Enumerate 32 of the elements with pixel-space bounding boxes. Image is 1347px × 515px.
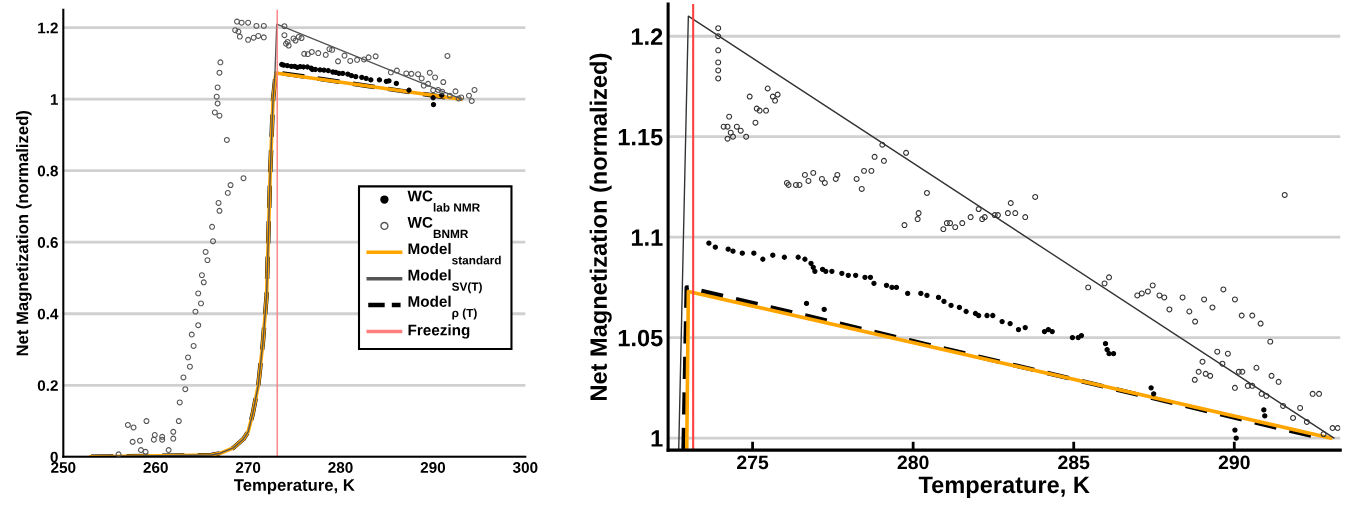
legend-label: Modelρ (T) <box>408 295 477 320</box>
y-tick-label: 1.2 <box>38 22 58 34</box>
x-tick-label: 250 <box>51 462 76 473</box>
y-axis-title: Net Magnetization (normalized) <box>16 110 32 356</box>
y-tick-label: 1.1 <box>631 229 663 246</box>
legend-label: ModelSV(T) <box>408 269 482 294</box>
legend-label: WCBNMR <box>407 216 469 238</box>
y-tick-label: 0.8 <box>37 165 58 177</box>
x-tick-label: 275 <box>737 455 769 470</box>
y-tick-label: 0.2 <box>37 380 58 391</box>
legend-label: WClab NMR <box>407 190 480 212</box>
x-axis-title: Temperature, K <box>234 479 355 495</box>
y-tick-label: 1.05 <box>618 329 663 347</box>
y-tick-label: 0.6 <box>37 237 58 248</box>
legend-label: Freezing <box>408 324 470 339</box>
y-tick-label: 1.15 <box>618 129 663 146</box>
y-tick-label: 0 <box>50 451 58 463</box>
x-tick-label: 300 <box>512 462 538 473</box>
y-axis-title: Net Magnetization (normalized) <box>589 53 612 400</box>
x-tick-label: 285 <box>1058 455 1090 470</box>
y-tick-label: 1 <box>50 94 59 105</box>
y-tick-label: 1.2 <box>631 28 663 45</box>
x-tick-label: 280 <box>328 462 353 473</box>
x-tick-label: 290 <box>1218 455 1250 470</box>
y-tick-label: 0.4 <box>37 308 59 320</box>
x-axis-title: Temperature, K <box>918 476 1090 498</box>
x-tick-label: 260 <box>143 462 168 473</box>
legend-label: Modelstandard <box>408 242 501 265</box>
y-tick-label: 1 <box>651 430 663 447</box>
x-tick-label: 270 <box>235 462 261 473</box>
x-tick-label: 280 <box>897 455 929 470</box>
x-tick-label: 290 <box>420 462 446 473</box>
